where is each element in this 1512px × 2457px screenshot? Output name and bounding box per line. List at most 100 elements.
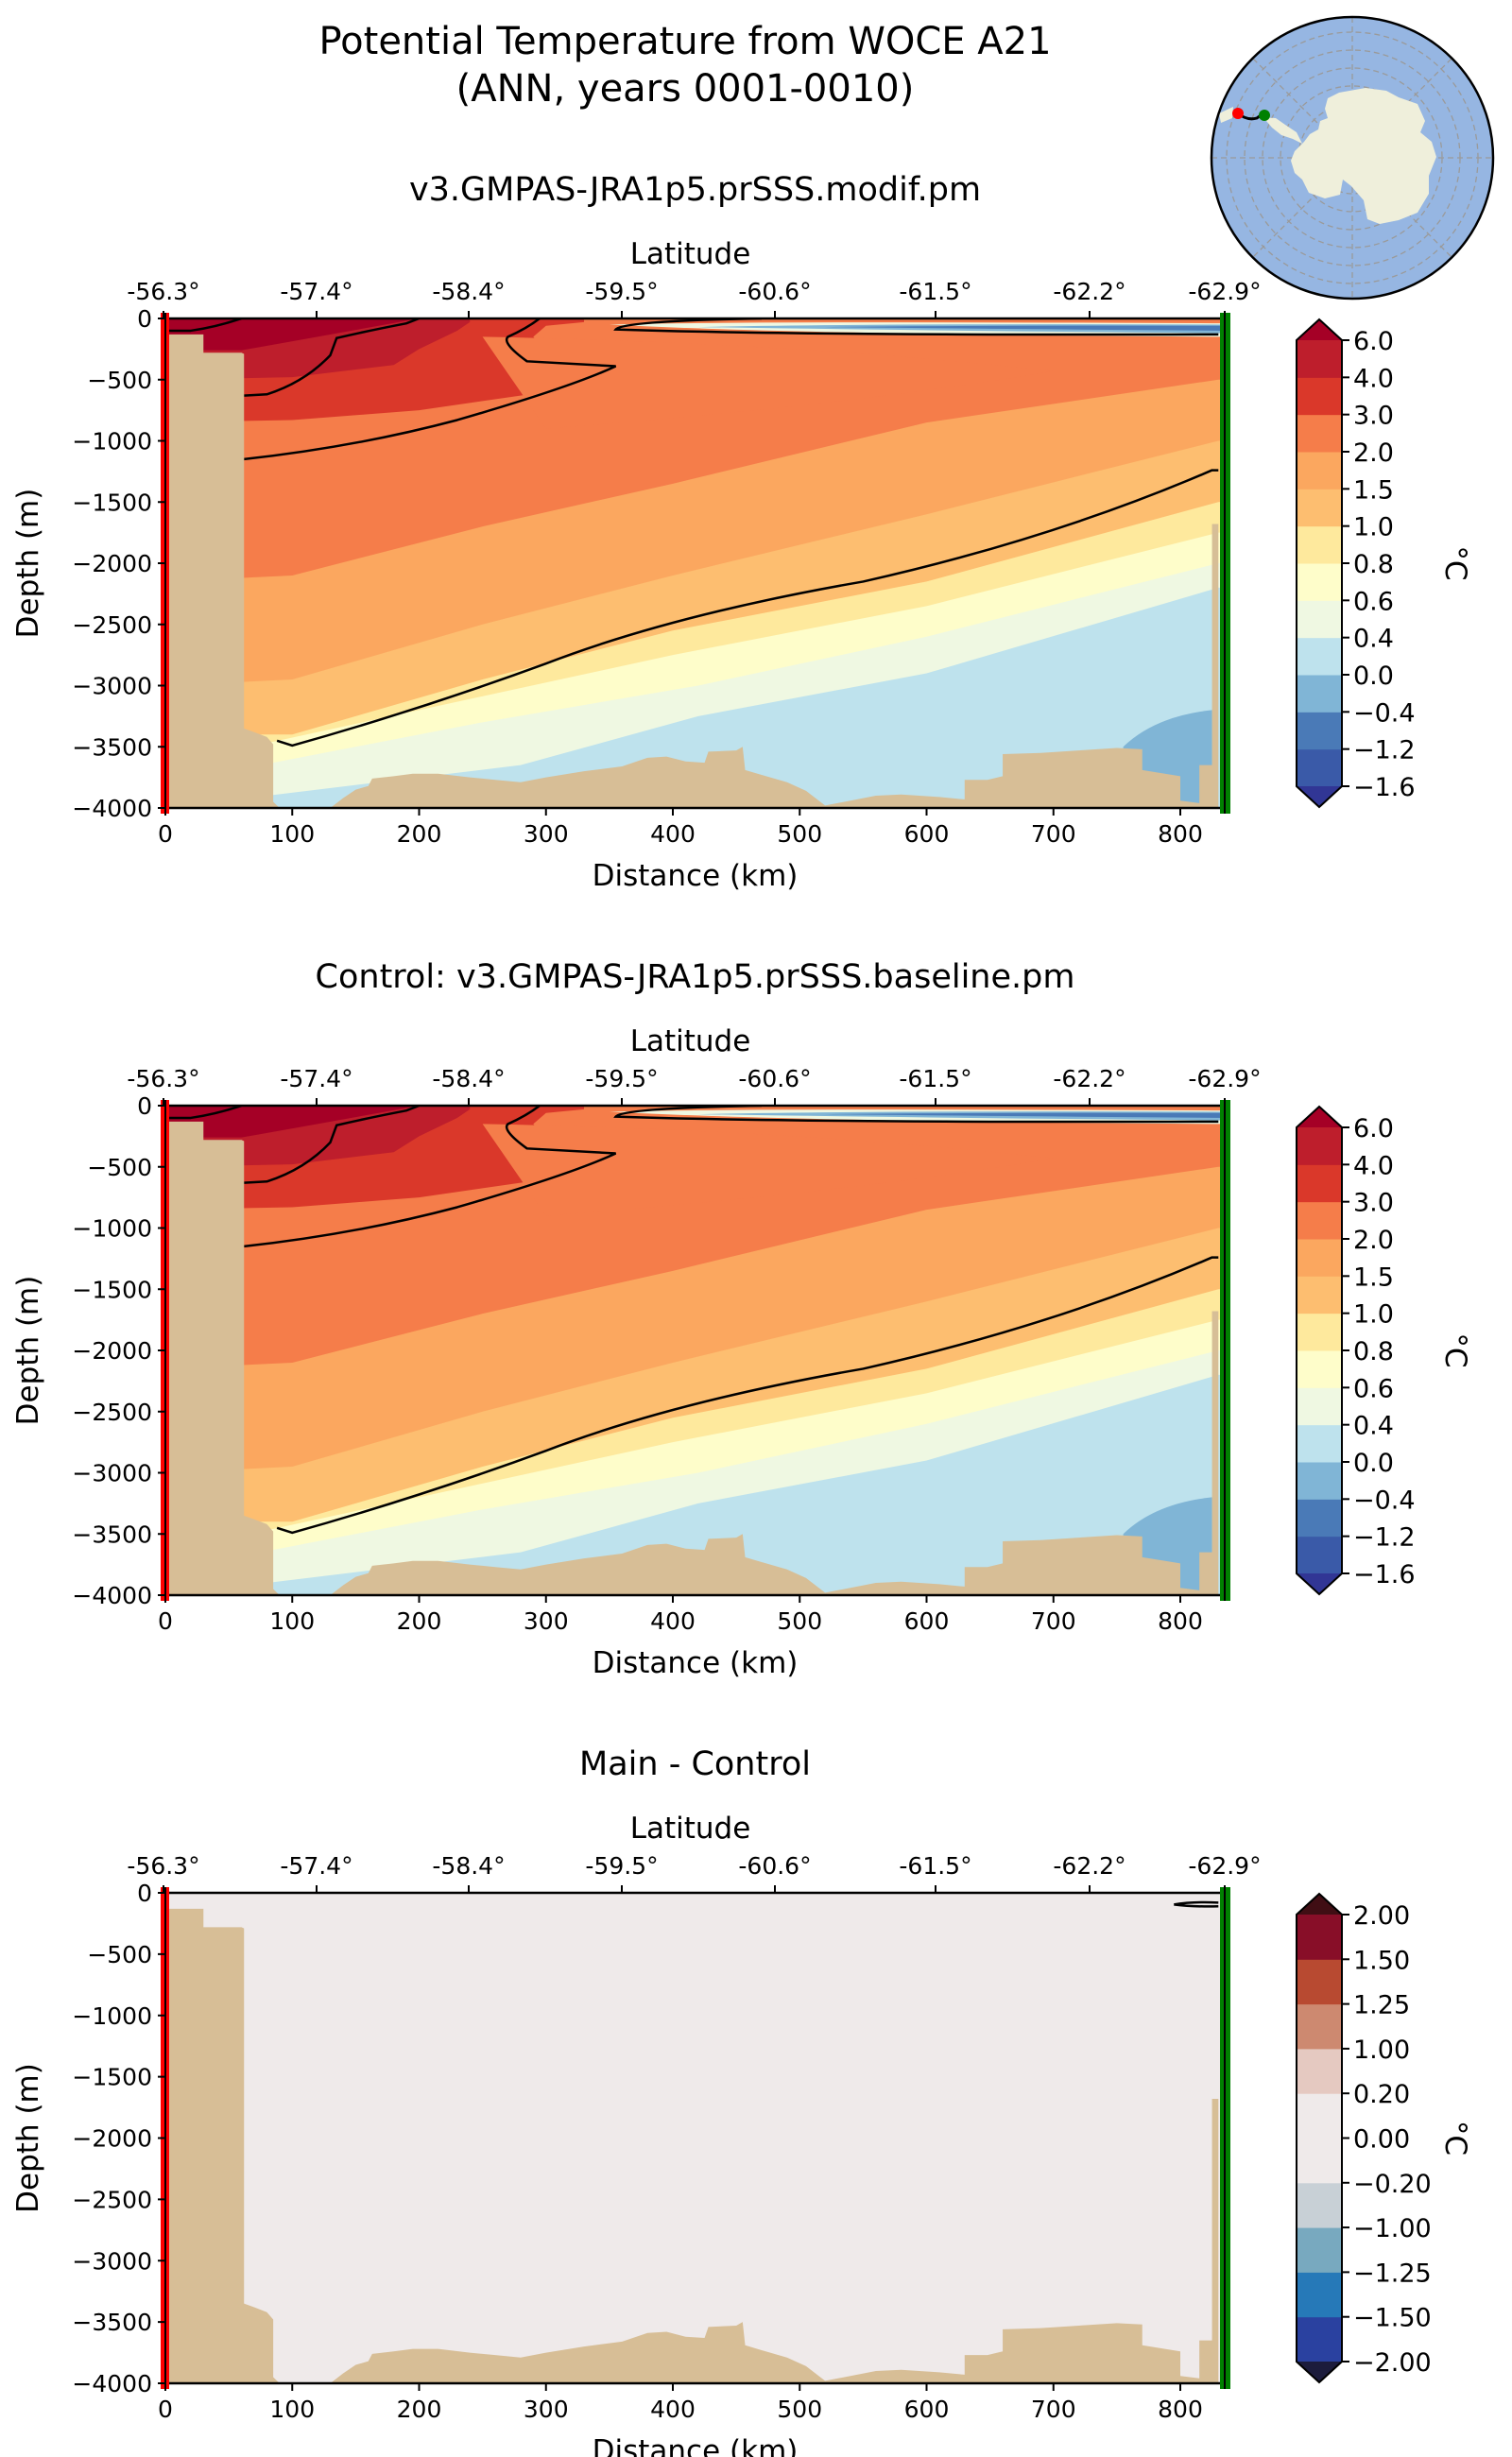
panels: v3.GMPAS-JRA1p5.prSSS.modif.pm 0 100 200 300… xyxy=(11,171,1472,2457)
colorbar-segment xyxy=(1297,2272,1342,2318)
x-tick-label: 700 xyxy=(1031,1607,1076,1635)
colorbar-segment xyxy=(1297,675,1342,713)
map-border xyxy=(1210,15,1495,301)
y-tick-label: −500 xyxy=(87,367,152,394)
colorbar-tick-label: 0.00 xyxy=(1353,2125,1410,2155)
colorbar-segment xyxy=(1297,414,1342,453)
inset-map xyxy=(1210,15,1495,301)
colorbar-tick-label: −1.25 xyxy=(1353,2259,1432,2288)
contour-line xyxy=(244,1106,617,1248)
colorbar-under-arrow xyxy=(1297,1573,1342,1594)
colorbar-tick-label: 1.00 xyxy=(1353,2036,1410,2065)
y-tick-label: −3500 xyxy=(72,1521,152,1548)
colorbar-tick-label: −0.20 xyxy=(1353,2170,1432,2199)
lat-tick-label: -62.2° xyxy=(1053,1852,1125,1880)
colorbar-tick-label: 1.25 xyxy=(1353,1991,1410,2020)
colorbar-segment xyxy=(1297,2227,1342,2273)
temperature-field xyxy=(165,1893,1225,2383)
y-tick-label: −3500 xyxy=(72,2309,152,2336)
y-axis-label: Depth (m) xyxy=(11,2063,45,2213)
x-tick-label: 600 xyxy=(904,2396,950,2423)
surface-cold-layer-3 xyxy=(825,1112,1225,1118)
lat-tick-label: -62.9° xyxy=(1188,1852,1261,1880)
x-tick-label: 800 xyxy=(1158,2396,1203,2423)
x-tick-label: 600 xyxy=(904,820,950,848)
colorbar-segment xyxy=(1297,1127,1342,1165)
colorbar-tick-label: 3.0 xyxy=(1353,402,1394,431)
colorbar-segment xyxy=(1297,563,1342,601)
colorbar-label: °C xyxy=(1438,545,1472,580)
top-axis-label: Latitude xyxy=(630,1024,751,1058)
lat-tick-label: -59.5° xyxy=(585,1852,658,1880)
colorbar-segment xyxy=(1297,1959,1342,2005)
top-axis-label: Latitude xyxy=(630,237,751,271)
lat-tick-label: -61.5° xyxy=(899,1852,971,1880)
y-tick-label: −1500 xyxy=(72,1276,152,1303)
colorbar: −1.6 −1.2 −0.4 0.0 0.4 0.6 0.8 1.0 1.5 2.0 3.0 4.0 6… xyxy=(1296,1105,1472,1596)
colorbar-under-arrow xyxy=(1297,2362,1342,2382)
colorbar-tick-label: 1.0 xyxy=(1353,1300,1394,1330)
surface-cold-layer-3 xyxy=(825,325,1225,331)
colorbar-tick-label: 1.50 xyxy=(1353,1946,1410,1975)
y-tick-label: −1000 xyxy=(72,428,152,455)
top-axis-label: Latitude xyxy=(630,1812,751,1846)
colorbar-segment xyxy=(1297,637,1342,676)
colorbar-over-arrow xyxy=(1297,1894,1342,1915)
contour-line xyxy=(165,318,242,333)
x-tick-label: 0 xyxy=(158,820,173,848)
x-tick-label: 300 xyxy=(524,2396,569,2423)
figure-title-line1: Potential Temperature from WOCE A21 xyxy=(318,20,1051,63)
colorbar-over-arrow xyxy=(1297,319,1342,340)
colorbar-segment xyxy=(1297,1424,1342,1463)
colorbar-tick-label: 0.6 xyxy=(1353,1374,1394,1403)
panel-title: Main - Control xyxy=(579,1745,811,1783)
y-tick-label: 0 xyxy=(137,1092,152,1120)
contour-line xyxy=(165,1106,242,1120)
colorbar-segment xyxy=(1297,1499,1342,1538)
colorbar-segment xyxy=(1297,1387,1342,1426)
colorbar-tick-label: 0.0 xyxy=(1353,1449,1394,1478)
lat-tick-label: -56.3° xyxy=(127,278,199,305)
colorbar-tick-label: 1.0 xyxy=(1353,513,1394,542)
colorbar-segment xyxy=(1297,2048,1342,2094)
x-tick-label: 800 xyxy=(1158,820,1203,848)
y-tick-label: −3000 xyxy=(72,2247,152,2275)
x-tick-label: 600 xyxy=(904,1607,950,1635)
colorbar-tick-label: −2.00 xyxy=(1353,2348,1432,2378)
contour-line xyxy=(244,318,617,461)
colorbar-tick-label: 0.20 xyxy=(1353,2080,1410,2109)
colorbar-segment xyxy=(1297,2182,1342,2228)
colorbar-segment xyxy=(1297,712,1342,750)
colorbar-segment xyxy=(1297,1164,1342,1203)
band-2.0-tongue xyxy=(482,1124,1054,1216)
bathymetry xyxy=(165,334,1219,808)
x-tick-label: 100 xyxy=(269,820,315,848)
colorbar-segment xyxy=(1297,1276,1342,1314)
x-tick-label: 300 xyxy=(524,820,569,848)
x-tick-label: 100 xyxy=(269,2396,315,2423)
colorbar-tick-label: −1.2 xyxy=(1353,736,1416,765)
colorbar-tick-label: 1.5 xyxy=(1353,1263,1394,1292)
colorbar-under-arrow xyxy=(1297,786,1342,807)
colorbar-segment xyxy=(1297,2138,1342,2184)
lat-tick-label: -57.4° xyxy=(280,1065,352,1092)
y-tick-label: −4000 xyxy=(72,1582,152,1609)
figure-title-line2: (ANN, years 0001-0010) xyxy=(456,67,915,111)
y-tick-label: −1000 xyxy=(72,2002,152,2030)
y-tick-label: −4000 xyxy=(72,795,152,822)
colorbar-segment xyxy=(1297,525,1342,564)
colorbar-segment xyxy=(1297,1915,1342,1960)
x-tick-label: 100 xyxy=(269,1607,315,1635)
contour-line xyxy=(1174,1900,1219,1908)
lat-tick-label: -60.6° xyxy=(738,278,811,305)
panel-title: Control: v3.GMPAS-JRA1p5.prSSS.baseline.… xyxy=(316,958,1075,996)
lat-tick-label: -59.5° xyxy=(585,278,658,305)
colorbar-segment xyxy=(1297,2093,1342,2139)
lat-tick-label: -58.4° xyxy=(432,1065,505,1092)
colorbar: −2.00 −1.50 −1.25 −1.00 −0.20 0.00 0.20 1.00 1.2… xyxy=(1296,1892,1472,2384)
x-tick-label: 200 xyxy=(397,820,442,848)
colorbar-segment xyxy=(1297,2003,1342,2050)
x-tick-label: 0 xyxy=(158,1607,173,1635)
x-tick-label: 800 xyxy=(1158,1607,1203,1635)
